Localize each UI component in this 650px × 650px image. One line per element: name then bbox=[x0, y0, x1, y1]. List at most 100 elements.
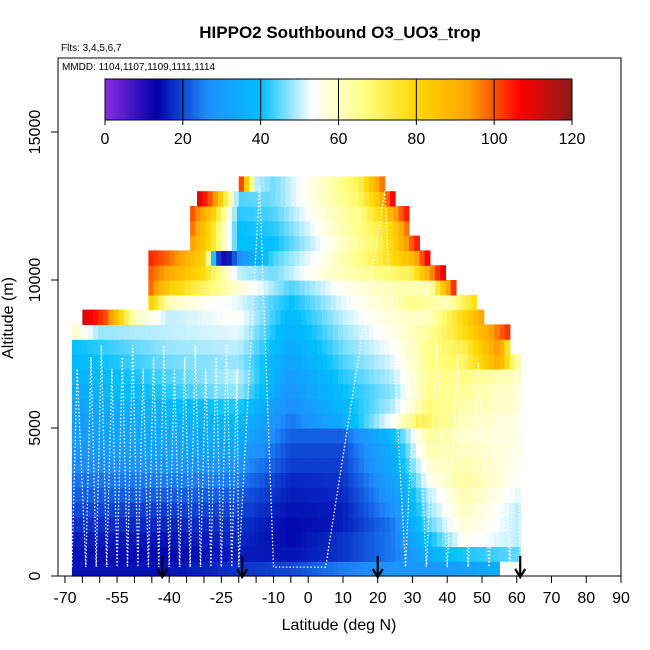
heatmap-cell bbox=[242, 235, 248, 251]
heatmap-cell bbox=[164, 265, 170, 281]
heatmap-cell bbox=[165, 368, 172, 385]
heatmap-cell bbox=[184, 250, 191, 266]
heatmap-cell bbox=[478, 487, 485, 503]
heatmap-cell bbox=[405, 383, 412, 399]
heatmap-cell bbox=[299, 265, 306, 281]
heatmap-cell bbox=[134, 339, 141, 355]
heatmap-cell bbox=[410, 457, 417, 473]
heatmap-cell bbox=[269, 339, 276, 355]
heatmap-cell bbox=[382, 294, 389, 311]
heatmap-cell bbox=[191, 472, 198, 488]
heatmap-cell bbox=[332, 442, 339, 459]
heatmap-cell bbox=[249, 457, 255, 473]
heatmap-cell bbox=[77, 398, 83, 414]
heatmap-cell bbox=[263, 265, 269, 281]
heatmap-cell bbox=[369, 546, 375, 562]
heatmap-cell bbox=[179, 280, 186, 296]
heatmap-cell bbox=[515, 487, 521, 503]
heatmap-cell bbox=[216, 294, 222, 311]
x-axis-label: Latitude (deg N) bbox=[282, 617, 397, 634]
heatmap-cell bbox=[369, 428, 375, 444]
heatmap-cell bbox=[191, 516, 198, 533]
heatmap-cell bbox=[87, 324, 94, 340]
heatmap-cell bbox=[249, 472, 255, 488]
heatmap-cell bbox=[228, 354, 235, 370]
heatmap-cell bbox=[306, 324, 313, 340]
heatmap-cell bbox=[494, 502, 500, 518]
heatmap-cell bbox=[200, 206, 207, 222]
heatmap-cell bbox=[299, 250, 306, 266]
heatmap-cell bbox=[129, 309, 136, 325]
heatmap-cell bbox=[238, 546, 245, 562]
heatmap-cell bbox=[393, 294, 400, 311]
heatmap-cell bbox=[296, 383, 302, 399]
heatmap-cell bbox=[436, 487, 443, 503]
heatmap-cell bbox=[249, 502, 255, 518]
heatmap-cell bbox=[504, 324, 511, 340]
heatmap-cell bbox=[181, 457, 188, 473]
heatmap-cell bbox=[217, 428, 224, 444]
heatmap-cell bbox=[228, 428, 235, 444]
heatmap-cell bbox=[388, 235, 394, 251]
heatmap-cell bbox=[421, 531, 427, 547]
heatmap-cell bbox=[509, 413, 516, 429]
heatmap-cell bbox=[170, 354, 177, 370]
heatmap-cell bbox=[353, 442, 360, 459]
heatmap-cell bbox=[301, 191, 308, 207]
heatmap-cell bbox=[363, 502, 370, 518]
heatmap-cell bbox=[426, 531, 433, 547]
heatmap-cell bbox=[494, 531, 500, 547]
heatmap-cell bbox=[92, 561, 99, 577]
heatmap-cell bbox=[337, 546, 344, 562]
heatmap-cell bbox=[388, 294, 394, 311]
heatmap-cell bbox=[488, 442, 495, 459]
heatmap-cell bbox=[447, 472, 454, 488]
heatmap-cell bbox=[97, 561, 104, 577]
chart-title: HIPPO2 Southbound O3_UO3_trop bbox=[199, 23, 480, 42]
heatmap-cell bbox=[296, 472, 302, 488]
heatmap-cell bbox=[367, 265, 374, 281]
heatmap-cell bbox=[384, 516, 391, 533]
heatmap-cell bbox=[455, 294, 462, 311]
heatmap-cell bbox=[332, 413, 339, 429]
heatmap-cell bbox=[499, 339, 506, 355]
heatmap-cell bbox=[190, 235, 196, 251]
heatmap-cell bbox=[369, 339, 375, 355]
heatmap-cell bbox=[452, 354, 459, 370]
heatmap-cell bbox=[134, 442, 141, 459]
heatmap-cell bbox=[462, 309, 469, 325]
heatmap-cell bbox=[447, 324, 454, 340]
heatmap-cell bbox=[82, 472, 89, 488]
heatmap-cell bbox=[299, 294, 306, 311]
heatmap-cell bbox=[336, 294, 342, 311]
heatmap-cell bbox=[259, 457, 266, 473]
heatmap-cell bbox=[377, 265, 384, 281]
heatmap-cell bbox=[382, 250, 389, 266]
heatmap-cell bbox=[257, 206, 264, 222]
heatmap-cell bbox=[483, 383, 490, 399]
heatmap-cell bbox=[436, 502, 443, 518]
heatmap-cell bbox=[269, 324, 276, 340]
heatmap-cell bbox=[369, 561, 375, 577]
heatmap-cell bbox=[419, 280, 426, 296]
heatmap-cell bbox=[243, 354, 250, 370]
heatmap-cell bbox=[395, 531, 401, 547]
heatmap-cell bbox=[254, 191, 261, 207]
heatmap-cell bbox=[176, 457, 182, 473]
heatmap-cell bbox=[186, 531, 193, 547]
heatmap-cell bbox=[221, 250, 228, 266]
heatmap-cell bbox=[87, 398, 94, 414]
heatmap-cell bbox=[217, 398, 224, 414]
heatmap-cell bbox=[398, 206, 405, 222]
heatmap-cell bbox=[82, 383, 89, 399]
heatmap-cell bbox=[369, 531, 375, 547]
heatmap-cell bbox=[212, 383, 219, 399]
heatmap-cell bbox=[363, 487, 370, 503]
heatmap-cell bbox=[148, 250, 155, 266]
heatmap-cell bbox=[322, 413, 328, 429]
heatmap-cell bbox=[264, 487, 271, 503]
heatmap-cell bbox=[299, 206, 306, 222]
heatmap-cell bbox=[442, 368, 448, 385]
heatmap-cell bbox=[400, 442, 407, 459]
heatmap-cell bbox=[144, 561, 151, 577]
